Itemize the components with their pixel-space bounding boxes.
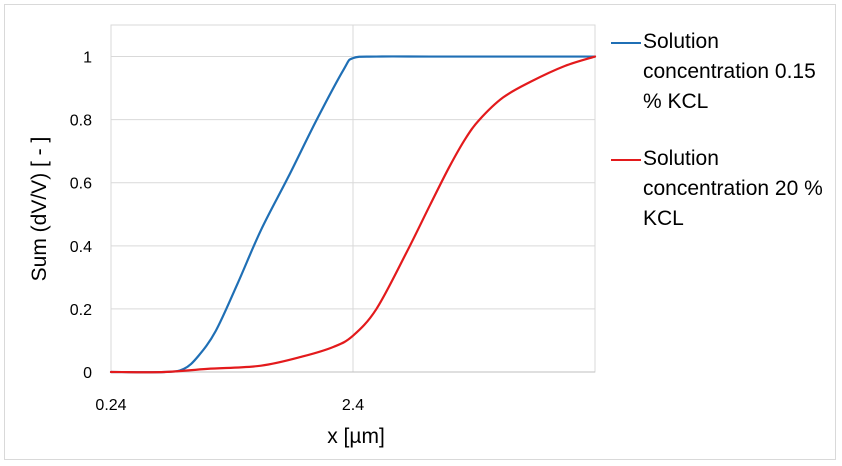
y-tick-label: 0.4 xyxy=(70,239,92,256)
x-tick-label: 0.24 xyxy=(95,397,126,414)
chart: 0 0.2 0.4 0.6 0.8 1 0.24 2.4 x [µm] Sum (dV/V) … xyxy=(28,24,597,448)
series-line-1 xyxy=(109,55,597,374)
y-axis-label: Sum (dV/V) [ - ] xyxy=(28,137,51,282)
legend-swatch-1 xyxy=(611,159,641,161)
series-line-0 xyxy=(109,55,597,374)
legend-swatch-0 xyxy=(611,42,641,44)
tick-labels: 0 0.2 0.4 0.6 0.8 1 0.24 2.4 xyxy=(70,50,364,414)
x-axis-label: x [µm] xyxy=(327,425,385,448)
legend-label-1: Solution concentration 20 % KCL xyxy=(643,147,829,230)
chart-frame: 0 0.2 0.4 0.6 0.8 1 0.24 2.4 x [µm] Sum (dV/V) … xyxy=(4,4,836,460)
series-group xyxy=(109,55,597,374)
y-tick-label: 0.6 xyxy=(70,176,92,193)
y-tick-label: 0.8 xyxy=(70,113,92,130)
x-tick-label: 2.4 xyxy=(342,397,364,414)
y-tick-label: 1 xyxy=(83,50,92,67)
y-tick-label: 0 xyxy=(83,365,92,382)
grid xyxy=(110,24,596,373)
legend-label-0: Solution concentration 0.15 % KCL xyxy=(643,30,822,113)
y-tick-label: 0.2 xyxy=(70,302,92,319)
